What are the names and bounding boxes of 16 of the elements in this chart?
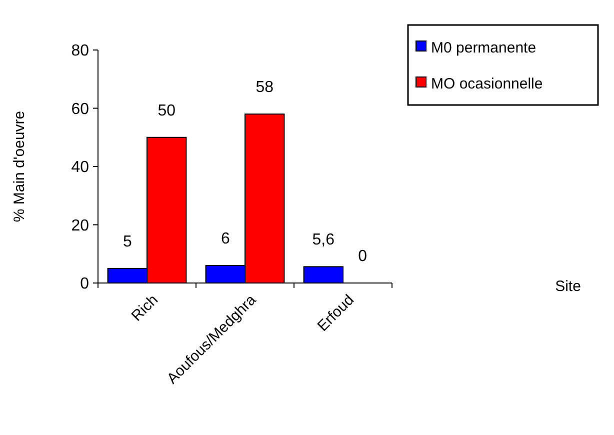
y-tick-label: 40 [71, 159, 90, 176]
y-tick-label: 0 [80, 276, 90, 293]
data-label: 50 [158, 102, 176, 120]
y-tick-label: 80 [71, 42, 90, 60]
x-tick-label: Rich [128, 292, 162, 325]
data-label: 5 [122, 233, 132, 250]
legend-label: M0 permanente [431, 39, 536, 56]
y-axis-title: % Main d'oeuvre [11, 110, 28, 222]
y-tick-label: 20 [71, 217, 90, 234]
legend-label: MO ocasionnelle [431, 75, 543, 92]
data-label: 6 [220, 230, 230, 248]
data-label: 58 [256, 79, 274, 96]
text: Site [555, 278, 581, 295]
y-tick-label: 60 [71, 100, 90, 118]
data-label: 5,6 [312, 232, 335, 249]
data-label: 0 [358, 248, 368, 265]
